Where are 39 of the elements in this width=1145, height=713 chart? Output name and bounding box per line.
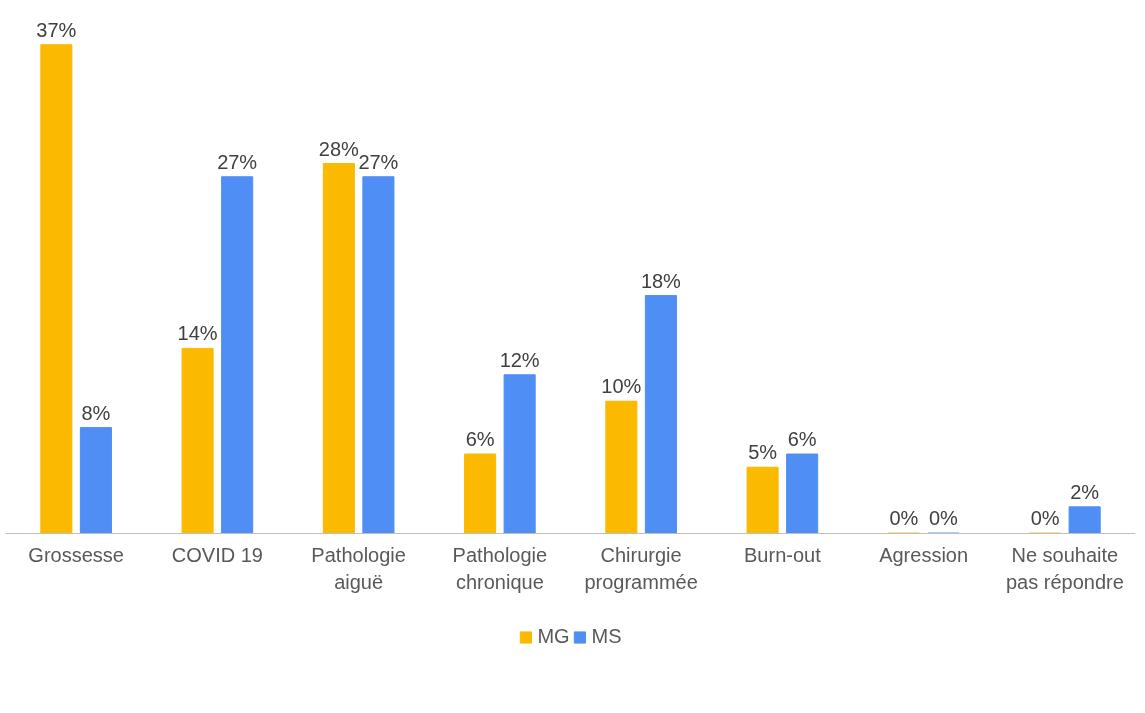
bar bbox=[322, 163, 355, 534]
data-label: 0% bbox=[889, 507, 919, 530]
data-label: 0% bbox=[928, 507, 959, 530]
bar bbox=[786, 453, 819, 534]
x-tick-label: COVID 19 bbox=[171, 544, 263, 567]
bar bbox=[464, 453, 497, 534]
x-tick-label: Pathologie chronique bbox=[452, 544, 548, 593]
x-tick-label: Grossesse bbox=[28, 544, 124, 567]
data-label: 8% bbox=[81, 401, 111, 424]
data-label: 27% bbox=[217, 150, 258, 173]
data-label: 6% bbox=[465, 428, 495, 451]
legend-label: MS bbox=[591, 625, 622, 648]
data-label: 12% bbox=[499, 348, 540, 371]
data-label: 27% bbox=[358, 150, 399, 173]
legend-label: MG bbox=[537, 625, 570, 648]
bar bbox=[1068, 506, 1101, 534]
data-label: 18% bbox=[640, 269, 682, 292]
bar bbox=[79, 427, 112, 534]
data-label: 28% bbox=[318, 137, 360, 160]
data-label: 2% bbox=[1070, 480, 1100, 503]
data-label: 0% bbox=[1030, 507, 1060, 530]
bar bbox=[503, 374, 536, 534]
data-label: 6% bbox=[787, 428, 817, 451]
x-tick-label: Pathologie aiguë bbox=[311, 544, 406, 593]
bar bbox=[362, 176, 395, 534]
bar bbox=[221, 176, 254, 534]
bar bbox=[644, 295, 677, 534]
bar bbox=[181, 347, 214, 534]
x-tick-label: Agression bbox=[879, 544, 969, 567]
data-label: 14% bbox=[177, 322, 218, 345]
bar bbox=[40, 44, 73, 534]
x-tick-label: Chirurgie programmée bbox=[584, 544, 698, 593]
data-label: 10% bbox=[601, 375, 642, 398]
x-tick-label: Ne souhaite pas répondre bbox=[1005, 544, 1124, 593]
data-label: 37% bbox=[36, 18, 77, 41]
data-label: 5% bbox=[748, 441, 778, 464]
bar bbox=[605, 400, 638, 534]
x-tick-label: Burn-out bbox=[744, 544, 822, 567]
bar bbox=[746, 466, 779, 534]
